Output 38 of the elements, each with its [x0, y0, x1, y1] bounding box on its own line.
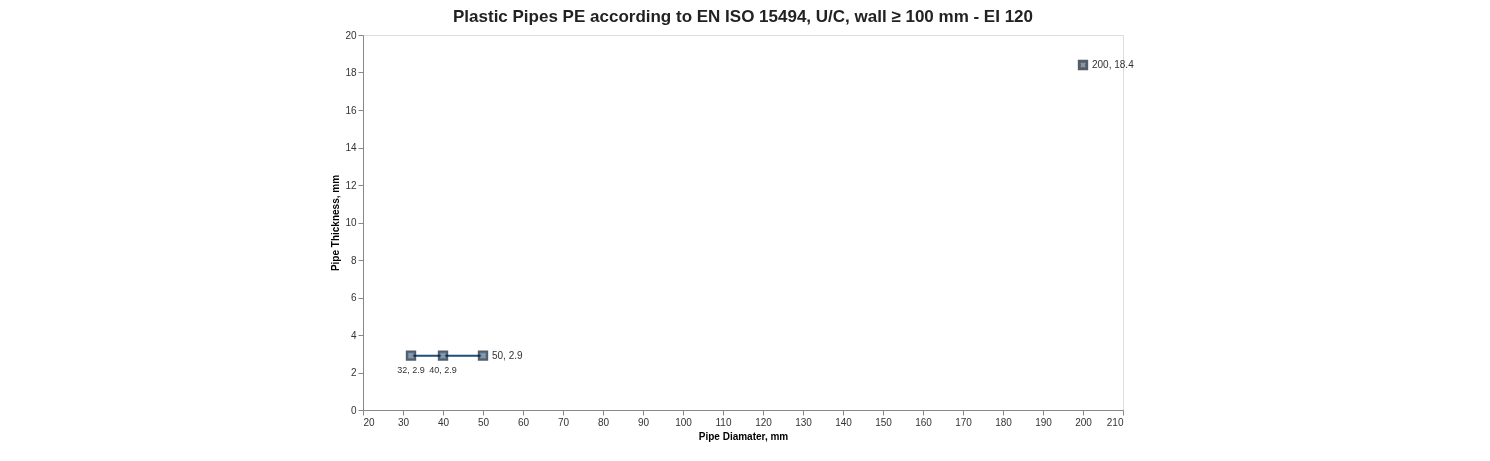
- x-tick-label: 120: [755, 416, 773, 428]
- x-tick-label: 130: [795, 416, 813, 428]
- y-tick-label: 12: [345, 179, 357, 191]
- y-tick-label: 10: [345, 217, 357, 228]
- y-tick-label: 6: [350, 292, 357, 303]
- y-tick-label: 2: [350, 367, 357, 378]
- x-tick-label: 140: [835, 416, 853, 428]
- x-tick-label: 150: [875, 416, 893, 428]
- data-label: 50, 2.9: [492, 349, 524, 361]
- y-axis-title: Pipe Thickness, mm: [330, 174, 342, 272]
- x-axis-title: Pipe Diamater, mm: [698, 430, 789, 442]
- y-tick-label: 16: [345, 104, 357, 116]
- y-tick-label: 0: [350, 404, 357, 416]
- y-tick-label: 4: [350, 329, 357, 341]
- data-label: 200, 18.4: [1092, 59, 1135, 70]
- x-tick-label: 180: [995, 416, 1013, 428]
- y-tick-label: 20: [345, 29, 357, 41]
- x-tick-label: 50: [477, 416, 490, 428]
- data-label: 32, 2.9: [397, 364, 425, 375]
- x-tick-label: 160: [915, 416, 933, 428]
- data-label: 40, 2.9: [429, 364, 457, 375]
- x-tick-label: 100: [675, 416, 693, 428]
- chart-title: Plastic Pipes PE according to EN ISO 15494, U/C, wall ≥ 100 mm - EI 120: [452, 7, 1034, 26]
- x-tick-label: 20: [363, 416, 376, 428]
- x-tick-label: 210: [1106, 416, 1124, 428]
- x-tick-label: 60: [517, 416, 530, 428]
- x-tick-label: 170: [955, 416, 973, 428]
- x-tick-label: 30: [397, 416, 410, 428]
- x-tick-label: 190: [1035, 416, 1053, 428]
- y-tick-label: 18: [345, 67, 357, 78]
- x-tick-label: 200: [1075, 416, 1093, 428]
- y-tick-label: 8: [350, 254, 357, 266]
- x-tick-label: 70: [557, 416, 570, 428]
- x-tick-label: 110: [715, 416, 732, 428]
- x-tick-label: 90: [637, 416, 650, 428]
- y-tick-label: 14: [345, 142, 357, 153]
- x-tick-label: 80: [597, 416, 610, 428]
- x-tick-label: 40: [437, 416, 450, 428]
